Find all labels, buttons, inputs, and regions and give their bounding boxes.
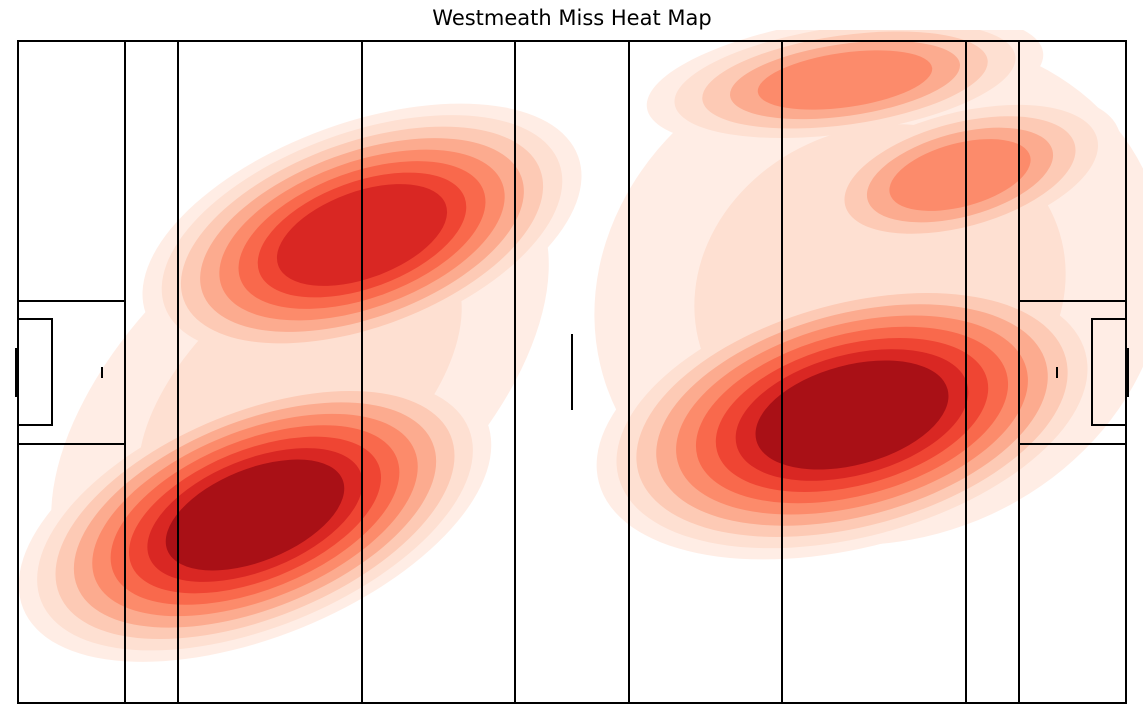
density-contour [889, 139, 1031, 211]
small-box [17, 318, 53, 426]
density-contour [165, 459, 345, 571]
chart-title: Westmeath Miss Heat Map [432, 6, 711, 30]
density-contour [757, 50, 933, 110]
density-contour [755, 360, 949, 470]
pitch [15, 40, 1129, 704]
small-box [1091, 318, 1127, 426]
